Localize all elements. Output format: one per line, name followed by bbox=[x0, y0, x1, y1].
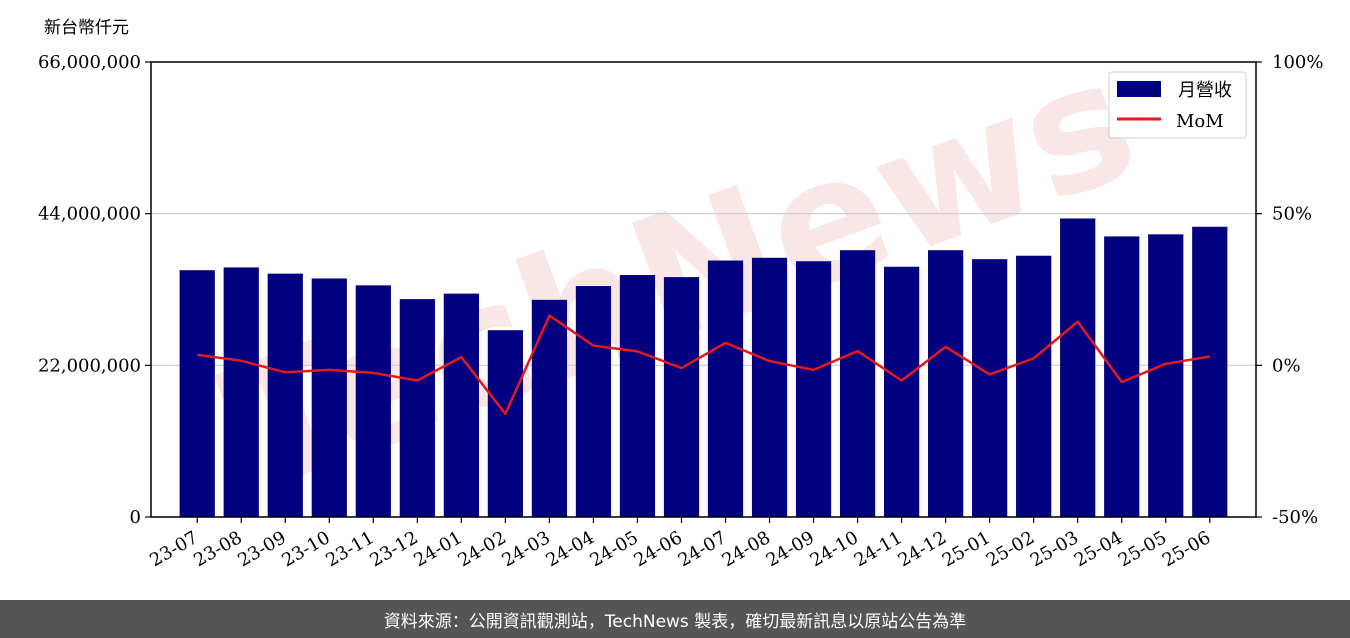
bar-24-02 bbox=[487, 330, 524, 517]
bar-25-05 bbox=[1148, 234, 1184, 517]
bar-24-11 bbox=[883, 266, 920, 517]
left-tick-label: 44,000,000 bbox=[38, 204, 141, 225]
bar-23-07 bbox=[179, 270, 215, 517]
x-tick-label-25-05: 25-05 bbox=[1115, 527, 1170, 571]
x-axis-ticks: 23-0723-0823-0923-1023-1123-1224-0124-02… bbox=[146, 517, 1214, 571]
axes bbox=[150, 61, 1257, 518]
x-tick-label-25-01: 25-01 bbox=[939, 527, 994, 571]
bar-23-12 bbox=[399, 299, 435, 517]
bar-23-09 bbox=[267, 273, 303, 517]
x-tick-label-24-12: 24-12 bbox=[895, 527, 950, 571]
right-tick-label: 50% bbox=[1272, 204, 1312, 225]
left-axis-ticks: 0 22,000,000 44,000,000 66,000,000 bbox=[38, 52, 151, 528]
right-tick-label: -50% bbox=[1272, 507, 1318, 528]
mom-series bbox=[197, 314, 1210, 416]
legend-label-revenue: 月營收 bbox=[1178, 80, 1232, 101]
bar-series bbox=[179, 218, 1228, 518]
x-tick-label-24-07: 24-07 bbox=[675, 527, 730, 571]
bar-24-06 bbox=[663, 277, 700, 517]
x-tick-label-25-03: 25-03 bbox=[1027, 527, 1082, 571]
x-tick-label-24-06: 24-06 bbox=[631, 527, 686, 571]
revenue-chart: TechNews 新台幣仟元 022,000,00044,000,00066,0… bbox=[38, 18, 1324, 571]
x-tick-label-23-07: 23-07 bbox=[146, 527, 201, 571]
x-tick-label-24-11: 24-11 bbox=[851, 527, 906, 571]
bar-24-10 bbox=[839, 250, 876, 518]
x-tick-label-24-04: 24-04 bbox=[543, 527, 598, 571]
legend-swatch-revenue bbox=[1117, 81, 1161, 97]
left-tick-label: 0 bbox=[130, 507, 141, 528]
x-tick-label-24-08: 24-08 bbox=[719, 527, 774, 571]
x-tick-label-24-02: 24-02 bbox=[454, 527, 509, 571]
x-tick-label-24-10: 24-10 bbox=[807, 527, 862, 571]
x-tick-label-25-02: 25-02 bbox=[983, 527, 1038, 571]
bar-24-05 bbox=[619, 275, 656, 517]
x-tick-label-23-09: 23-09 bbox=[234, 527, 289, 571]
source-footer-text: 資料來源：公開資訊觀測站，TechNews 製表，確切最新訊息以原站公告為準 bbox=[383, 611, 967, 632]
source-footer: 資料來源：公開資訊觀測站，TechNews 製表，確切最新訊息以原站公告為準 bbox=[0, 600, 1350, 638]
mom-line bbox=[197, 314, 1210, 416]
bar-24-09 bbox=[795, 261, 832, 517]
bar-24-03 bbox=[531, 299, 568, 517]
unit-label: 新台幣仟元 bbox=[44, 18, 129, 38]
bar-25-01 bbox=[972, 259, 1008, 517]
x-tick-label-24-01: 24-01 bbox=[410, 527, 465, 571]
x-tick-label-23-11: 23-11 bbox=[322, 527, 377, 571]
bar-25-03 bbox=[1060, 218, 1096, 517]
bar-23-08 bbox=[223, 267, 259, 517]
bar-23-10 bbox=[311, 278, 347, 517]
left-tick-label: 66,000,000 bbox=[38, 52, 141, 73]
bar-24-12 bbox=[928, 250, 964, 518]
x-tick-label-25-04: 25-04 bbox=[1071, 527, 1126, 571]
bar-24-01 bbox=[443, 293, 479, 517]
right-axis-ticks: -50% 0% 50% 100% bbox=[1256, 52, 1323, 528]
legend-label-mom: MoM bbox=[1176, 111, 1224, 132]
x-tick-label-23-08: 23-08 bbox=[190, 527, 245, 571]
right-tick-label: 100% bbox=[1272, 52, 1323, 73]
bar-25-06 bbox=[1192, 226, 1228, 518]
left-tick-label: 22,000,000 bbox=[38, 355, 141, 376]
x-tick-label-25-06: 25-06 bbox=[1159, 527, 1214, 571]
x-tick-label-23-12: 23-12 bbox=[366, 527, 421, 571]
plot-frame bbox=[150, 61, 1257, 518]
x-tick-label-23-10: 23-10 bbox=[278, 527, 333, 571]
x-tick-label-24-03: 24-03 bbox=[498, 527, 553, 571]
bar-24-04 bbox=[575, 286, 612, 517]
bar-24-08 bbox=[751, 257, 788, 517]
bar-23-11 bbox=[355, 285, 391, 517]
legend: 月營收 MoM bbox=[1108, 71, 1247, 139]
right-tick-label: 0% bbox=[1272, 355, 1301, 376]
x-tick-label-24-05: 24-05 bbox=[587, 527, 642, 571]
bar-25-02 bbox=[1016, 255, 1052, 517]
bar-24-07 bbox=[707, 260, 744, 517]
x-tick-label-24-09: 24-09 bbox=[763, 527, 818, 571]
